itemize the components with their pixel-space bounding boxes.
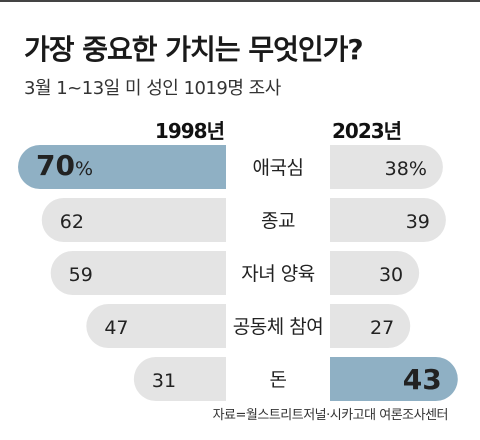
category-label-4: 돈 [270,369,287,391]
category-label-0: 애국심 [253,157,304,179]
bar-1998-0 [18,145,226,189]
top-rule [0,0,480,2]
bar-2023-0 [330,145,443,189]
bar-2023-1 [330,198,446,242]
data-label-1998-4: 31 [152,370,176,392]
data-label-1998-2: 59 [69,264,93,286]
chart-title: 가장 중요한 가치는 무엇인가? [24,33,364,66]
data-label-1998-1: 62 [60,211,84,233]
bar-2023-4 [330,357,458,401]
source-note: 자료=월스트리트저널·시카고대 여론조사센터 [212,408,449,423]
category-label-1: 종교 [261,210,295,232]
category-label-2: 자녀 양육 [241,263,314,285]
bar-1998-3 [86,304,226,348]
bar-1998-1 [41,198,227,242]
data-label-2023-0: 38% [385,158,427,180]
data-label-2023-4: 43 [403,363,442,396]
category-label-3: 공동체 참여 [233,316,323,338]
data-label-2023-1: 39 [406,211,430,233]
series-header-2023: 2023년 [332,119,401,143]
bar-2023-2 [330,251,420,295]
data-label-1998-0: 70% [36,149,93,182]
series-header-1998: 1998년 [155,119,224,143]
bar-1998-2 [50,251,226,295]
data-label-2023-3: 27 [370,317,394,339]
bar-2023-3 [330,304,411,348]
data-label-2023-2: 30 [379,264,403,286]
data-label-1998-3: 47 [104,317,128,339]
chart-subtitle: 3월 1~13일 미 성인 1019명 조사 [24,78,281,99]
bar-1998-4 [133,357,226,401]
